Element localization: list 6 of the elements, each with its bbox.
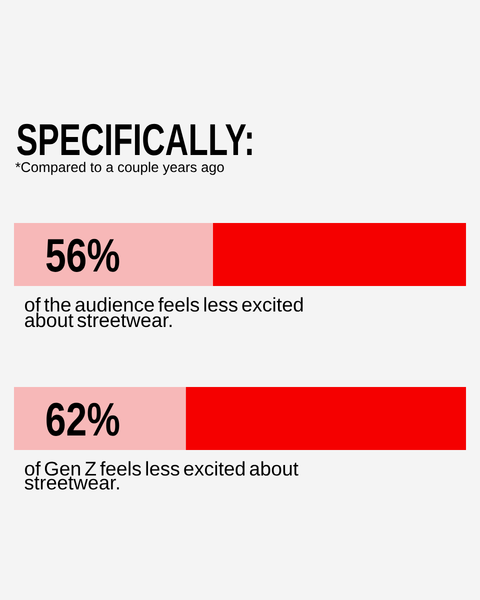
y-tick-label: of the audience feels less excited about streetwear. [25,297,303,328]
y-tick-label: of Gen Z feels less excited about streetwear. [24,461,298,490]
data-label: 56% [46,238,120,272]
chart-subtitle: *Compared to a couple years ago [15,162,224,175]
data-label: 62% [46,402,120,436]
chart-title: SPECIFICALLY: [17,124,252,156]
